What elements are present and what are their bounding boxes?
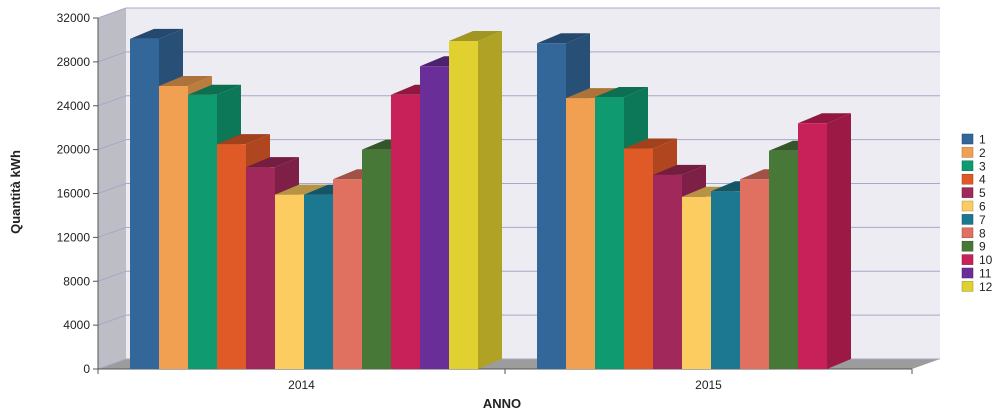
y-tick-label: 12000: [57, 230, 91, 244]
bar: [798, 113, 851, 369]
gridline: [97, 7, 940, 19]
y-tick-label: 16000: [57, 187, 91, 201]
legend-swatch: [961, 214, 974, 225]
bar-front: [624, 148, 653, 369]
legend-label: 10: [979, 253, 993, 267]
legend-item: 4: [961, 173, 986, 187]
bar-top: [624, 138, 677, 149]
legend-item: 6: [961, 200, 986, 214]
bar-top: [246, 157, 299, 168]
bar-top: [275, 184, 328, 195]
bar-front: [246, 167, 275, 369]
legend-item: 11: [961, 267, 992, 281]
legend-item: 8: [961, 226, 986, 240]
legend-swatch: [961, 187, 974, 198]
legend-item: 12: [961, 280, 993, 294]
bar-front: [275, 194, 304, 369]
y-tick-label: 8000: [63, 274, 90, 288]
bar-front: [682, 196, 711, 369]
y-tick-label: 20000: [57, 143, 91, 157]
bar-front: [537, 43, 566, 370]
x-axis-ticks: 2014 2015: [97, 369, 913, 392]
bar-top: [595, 86, 648, 97]
legend-item: 5: [961, 186, 986, 200]
y-tick-label: 4000: [63, 318, 90, 332]
bar-front: [391, 94, 420, 369]
legend-label: 11: [979, 267, 992, 281]
bar-top: [798, 113, 851, 124]
legend-swatch: [961, 147, 974, 158]
legend-item: 1: [961, 133, 986, 147]
bar-front: [159, 86, 188, 369]
legend-swatch: [961, 254, 974, 265]
bar-front: [769, 150, 798, 369]
bar-front: [711, 191, 740, 369]
bar-front: [653, 174, 682, 369]
legend-item: 10: [961, 253, 993, 267]
legend-label: 6: [979, 200, 986, 214]
y-tick-label: 32000: [57, 11, 91, 25]
legend-swatch: [961, 227, 974, 239]
legend-label: 4: [979, 173, 986, 187]
bars: [130, 28, 851, 370]
legend-swatch: [961, 173, 974, 185]
bar-top: [130, 28, 183, 39]
bar-front: [217, 144, 246, 369]
legend-label: 9: [979, 240, 986, 254]
legend-item: 9: [961, 240, 986, 254]
legend-label: 7: [979, 213, 986, 227]
x-axis-title: ANNO: [483, 396, 521, 411]
x-tick-label: 2015: [695, 378, 722, 392]
bar-front: [333, 179, 362, 369]
bar-top: [537, 33, 590, 44]
bar-front: [740, 179, 769, 369]
bar-top: [566, 88, 619, 99]
bar-top: [159, 76, 212, 87]
legend-swatch: [961, 267, 974, 279]
legend-label: 2: [979, 146, 986, 160]
bar-front: [566, 98, 595, 370]
bar-front: [188, 94, 217, 369]
bar-front: [362, 149, 391, 369]
bar: [449, 31, 502, 370]
legend-swatch: [961, 133, 974, 145]
y-tick-label: 24000: [57, 99, 91, 113]
legend-label: 8: [979, 226, 986, 240]
x-tick-label: 2014: [288, 378, 315, 392]
legend-swatch: [961, 160, 974, 172]
legend-item: 7: [961, 213, 986, 227]
bar-side: [827, 113, 851, 369]
legend-swatch: [961, 240, 974, 252]
bar-front: [449, 41, 478, 370]
y-tick-label: 0: [83, 362, 90, 376]
legend-swatch: [961, 281, 974, 292]
bar-side: [478, 31, 502, 370]
legend-swatch: [961, 200, 974, 212]
bar-top: [449, 31, 502, 42]
bar-front: [130, 38, 159, 369]
bar-top: [188, 84, 241, 95]
bar-top: [217, 134, 270, 145]
legend-label: 12: [979, 280, 993, 294]
gridline: [97, 51, 940, 63]
legend-item: 3: [961, 159, 986, 173]
legend-item: 2: [961, 146, 986, 160]
bar-front: [798, 123, 827, 369]
legend-label: 1: [979, 133, 986, 147]
gridline: [97, 95, 940, 107]
bar-front: [420, 66, 449, 369]
y-axis-title: Quantità kWh: [8, 150, 23, 234]
y-tick-label: 28000: [57, 55, 91, 69]
bar-front: [304, 194, 333, 369]
legend-label: 3: [979, 159, 986, 173]
legend-label: 5: [979, 186, 986, 200]
bar-top: [653, 164, 706, 175]
bar-front: [595, 96, 624, 369]
